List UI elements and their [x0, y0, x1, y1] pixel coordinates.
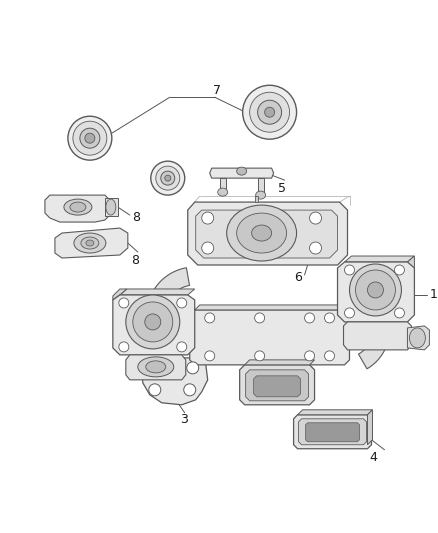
Ellipse shape [325, 351, 335, 361]
Polygon shape [113, 295, 195, 355]
Ellipse shape [80, 128, 100, 148]
Ellipse shape [252, 225, 272, 241]
Ellipse shape [73, 121, 107, 155]
Text: 6: 6 [295, 271, 303, 285]
Ellipse shape [205, 313, 215, 323]
Ellipse shape [395, 308, 404, 318]
Ellipse shape [177, 298, 187, 308]
Ellipse shape [74, 233, 106, 253]
Polygon shape [299, 419, 367, 445]
Ellipse shape [165, 175, 171, 181]
Polygon shape [220, 178, 226, 192]
Ellipse shape [227, 205, 297, 261]
Polygon shape [142, 358, 208, 405]
Polygon shape [338, 262, 414, 322]
Polygon shape [240, 365, 314, 405]
Polygon shape [258, 178, 264, 195]
Ellipse shape [70, 202, 86, 212]
Polygon shape [306, 423, 360, 442]
Ellipse shape [254, 351, 265, 361]
Ellipse shape [184, 384, 196, 396]
Polygon shape [55, 228, 128, 258]
Polygon shape [105, 198, 118, 216]
Ellipse shape [106, 199, 116, 215]
Ellipse shape [345, 265, 354, 275]
Text: 1: 1 [429, 288, 437, 302]
Polygon shape [343, 322, 411, 350]
Ellipse shape [237, 213, 286, 253]
Ellipse shape [304, 351, 314, 361]
Ellipse shape [395, 265, 404, 275]
Text: 8: 8 [131, 254, 139, 266]
Ellipse shape [64, 199, 92, 215]
Polygon shape [126, 355, 186, 380]
Text: 4: 4 [370, 451, 378, 464]
Text: 3: 3 [180, 413, 187, 426]
Ellipse shape [68, 116, 112, 160]
Ellipse shape [86, 240, 94, 246]
Ellipse shape [350, 264, 402, 316]
Ellipse shape [149, 384, 161, 396]
Ellipse shape [205, 351, 215, 361]
Polygon shape [254, 376, 300, 397]
Ellipse shape [119, 342, 129, 352]
Ellipse shape [119, 298, 129, 308]
Ellipse shape [146, 361, 166, 373]
Ellipse shape [152, 362, 164, 374]
Ellipse shape [304, 313, 314, 323]
Ellipse shape [85, 133, 95, 143]
Ellipse shape [145, 314, 161, 330]
Polygon shape [297, 410, 372, 415]
Polygon shape [345, 256, 414, 262]
Ellipse shape [237, 167, 247, 175]
Ellipse shape [258, 100, 282, 124]
Ellipse shape [138, 357, 174, 377]
Ellipse shape [202, 242, 214, 254]
Ellipse shape [345, 308, 354, 318]
Ellipse shape [218, 188, 228, 196]
Ellipse shape [161, 171, 175, 185]
Polygon shape [254, 196, 258, 202]
Polygon shape [113, 289, 127, 300]
Polygon shape [210, 168, 274, 178]
Ellipse shape [356, 270, 396, 310]
Text: 7: 7 [213, 84, 221, 97]
Polygon shape [168, 358, 180, 364]
Ellipse shape [410, 328, 425, 348]
Ellipse shape [156, 166, 180, 190]
Polygon shape [147, 268, 190, 360]
Ellipse shape [243, 85, 297, 139]
Polygon shape [245, 360, 314, 365]
Polygon shape [188, 202, 347, 265]
Ellipse shape [177, 342, 187, 352]
Polygon shape [195, 305, 350, 310]
Ellipse shape [310, 242, 321, 254]
Ellipse shape [367, 282, 383, 298]
Ellipse shape [81, 237, 99, 249]
Ellipse shape [133, 302, 173, 342]
Polygon shape [196, 210, 338, 258]
Text: 8: 8 [132, 211, 140, 223]
Polygon shape [293, 415, 371, 449]
Polygon shape [45, 195, 110, 222]
Polygon shape [367, 410, 372, 445]
Ellipse shape [187, 362, 199, 374]
Ellipse shape [254, 313, 265, 323]
Polygon shape [407, 326, 429, 350]
Ellipse shape [310, 212, 321, 224]
Polygon shape [345, 285, 389, 369]
Ellipse shape [250, 92, 290, 132]
Polygon shape [120, 289, 195, 295]
Ellipse shape [202, 212, 214, 224]
Ellipse shape [265, 107, 275, 117]
Polygon shape [407, 256, 414, 310]
Polygon shape [190, 310, 350, 365]
Ellipse shape [151, 161, 185, 195]
Polygon shape [246, 370, 308, 401]
Ellipse shape [325, 313, 335, 323]
Ellipse shape [256, 191, 265, 199]
Ellipse shape [126, 295, 180, 349]
Text: 5: 5 [278, 182, 286, 195]
